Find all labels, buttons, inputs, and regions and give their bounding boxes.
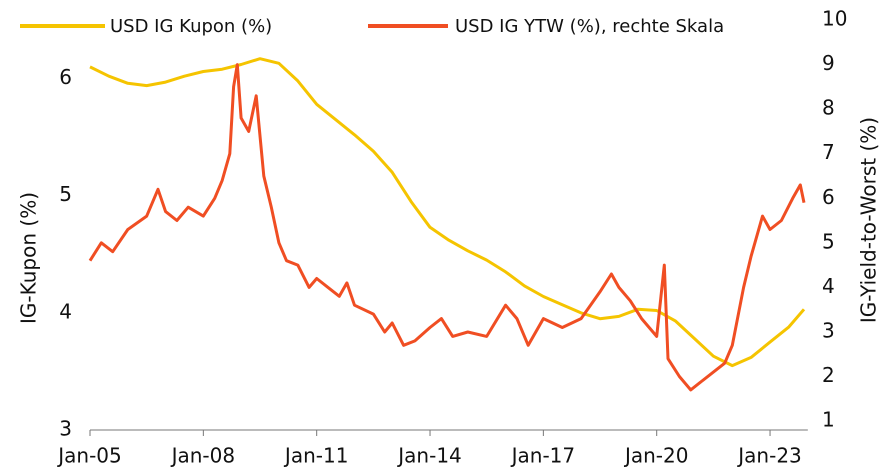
x-tick-label: Jan-08 bbox=[170, 444, 236, 468]
series-line bbox=[89, 57, 806, 368]
y-axis-title: IG-Kupon (%) bbox=[17, 192, 41, 324]
x-tick-label: Jan-20 bbox=[623, 444, 689, 468]
y-tick-label: 3 bbox=[59, 417, 72, 441]
series-line bbox=[88, 63, 806, 392]
y2-tick-label: 2 bbox=[822, 363, 835, 387]
y-tick-label: 5 bbox=[59, 182, 72, 206]
x-tick-label: Jan-11 bbox=[283, 444, 349, 468]
y2-tick-label: 5 bbox=[822, 229, 835, 253]
y-tick-label: 6 bbox=[59, 65, 72, 89]
x-tick-label: Jan-14 bbox=[396, 444, 462, 468]
y2-tick-label: 3 bbox=[822, 318, 835, 342]
x-tick-label: Jan-17 bbox=[510, 444, 576, 468]
y2-tick-label: 1 bbox=[822, 408, 835, 432]
legend-label: USD IG YTW (%), rechte Skala bbox=[455, 16, 724, 37]
y-tick-label: 4 bbox=[59, 299, 72, 323]
y2-tick-label: 7 bbox=[822, 140, 835, 164]
y2-tick-label: 10 bbox=[822, 7, 847, 31]
x-tick-label: Jan-05 bbox=[56, 444, 122, 468]
y2-tick-label: 4 bbox=[822, 274, 835, 298]
y2-tick-label: 8 bbox=[822, 96, 835, 120]
y2-tick-label: 6 bbox=[822, 185, 835, 209]
y2-tick-label: 9 bbox=[822, 51, 835, 75]
legend-label: USD IG Kupon (%) bbox=[110, 16, 272, 37]
x-tick-label: Jan-23 bbox=[736, 444, 802, 468]
y2-axis-title: IG-Yield-to-Worst (%) bbox=[857, 117, 881, 323]
